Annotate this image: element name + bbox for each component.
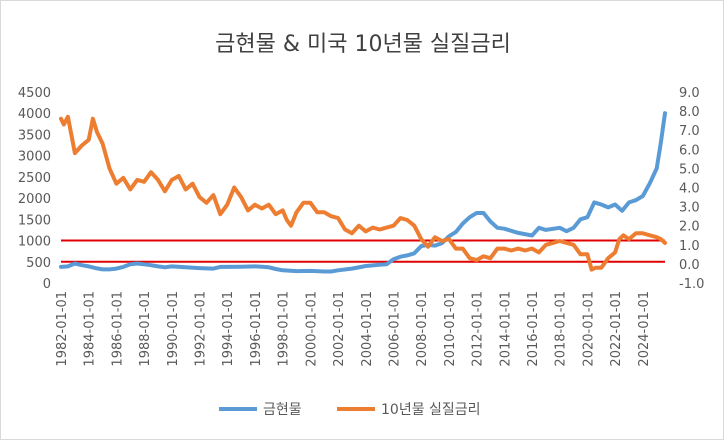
left-axis-tick-label: 1000 [18, 235, 51, 250]
x-axis-tick-label: 1988-01-01 [138, 291, 153, 367]
x-axis-tick-label: 1990-01-01 [166, 291, 181, 367]
right-axis-tick-label: 8.0 [679, 105, 700, 120]
x-axis-tick-label: 1986-01-01 [110, 291, 125, 367]
right-axis-tick-label: 9.0 [679, 86, 700, 101]
x-axis-tick-label: 2016-01-01 [526, 291, 541, 367]
right-axis-tick-label: 6.0 [679, 143, 700, 158]
x-axis-tick-label: 2008-01-01 [415, 291, 430, 367]
x-axis-tick-label: 1992-01-01 [194, 291, 209, 367]
x-axis-tick-label: 2020-01-01 [581, 291, 596, 367]
right-axis-tick-label: 5.0 [679, 162, 700, 177]
series-lines [59, 111, 667, 274]
right-axis-tick-label: 4.0 [679, 182, 700, 197]
right-axis-tick-label: 2.0 [679, 220, 700, 235]
x-axis-tick-label: 2022-01-01 [609, 291, 624, 367]
x-axis-tick-label: 2004-01-01 [360, 291, 375, 367]
legend-gold-label: 금현물 [263, 402, 302, 418]
left-axis-tick-label: 0 [43, 277, 51, 292]
x-axis-tick-label: 1984-01-01 [83, 291, 98, 367]
left-axis-tick-label: 3500 [18, 128, 51, 143]
x-axis-tick-label: 1982-01-01 [55, 291, 70, 367]
legend: 금현물 10년물 실질금리 [219, 402, 481, 418]
left-axis-tick-label: 2500 [18, 171, 51, 186]
right-axis-tick-label: 7.0 [679, 124, 700, 139]
x-axis-tick-label: 2006-01-01 [387, 291, 402, 367]
x-axis: 1982-01-01 1984-01-01 1986-01-01 1988-01-01… [55, 291, 652, 367]
left-axis-tick-label: 2000 [18, 192, 51, 207]
x-axis-tick-label: 2014-01-01 [498, 291, 513, 367]
right-axis: -1.0 0.0 1.0 2.0 3.0 4.0 5.0 6.0 7.0 8.0 9.0 [679, 86, 704, 292]
left-axis-tick-label: 3000 [18, 150, 51, 165]
left-axis: 0 500 1000 1500 2000 2500 3000 3500 4000 4500 [18, 86, 51, 292]
x-axis-tick-label: 2024-01-01 [637, 291, 652, 367]
x-axis-tick-label: 1998-01-01 [277, 291, 292, 367]
right-axis-tick-label: 1.0 [679, 239, 700, 254]
x-axis-tick-label: 2018-01-01 [554, 291, 569, 367]
left-axis-tick-label: 4000 [18, 107, 51, 122]
chart-title: 금현물 & 미국 10년물 실질금리 [215, 32, 511, 57]
series-gold-line [59, 111, 667, 274]
right-axis-tick-label: 0.0 [679, 258, 700, 273]
series-real-rate-line [59, 114, 667, 272]
x-axis-tick-label: 1996-01-01 [249, 291, 264, 367]
left-axis-tick-label: 4500 [18, 86, 51, 101]
right-axis-tick-label: 3.0 [679, 201, 700, 216]
left-axis-tick-label: 500 [26, 256, 51, 271]
x-axis-tick-label: 2012-01-01 [471, 291, 486, 367]
x-axis-tick-label: 2002-01-01 [332, 291, 347, 367]
x-axis-tick-label: 2010-01-01 [443, 291, 458, 367]
x-axis-tick-label: 2000-01-01 [304, 291, 319, 367]
legend-real-rate-label: 10년물 실질금리 [381, 402, 481, 418]
left-axis-tick-label: 1500 [18, 213, 51, 228]
x-axis-tick-label: 1994-01-01 [221, 291, 236, 367]
right-axis-tick-label: -1.0 [679, 277, 704, 292]
